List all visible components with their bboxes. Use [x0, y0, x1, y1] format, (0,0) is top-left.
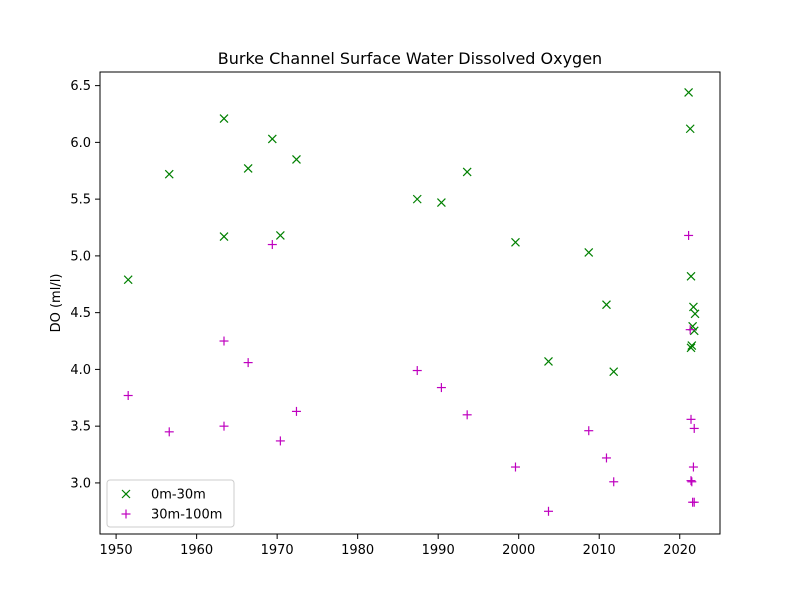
data-point	[543, 506, 553, 516]
data-point	[689, 302, 698, 312]
y-tick-label: 3.0	[70, 476, 91, 491]
data-point	[690, 309, 700, 319]
data-point	[685, 124, 695, 134]
legend-label: 30m-100m	[151, 508, 222, 523]
data-point	[510, 462, 520, 472]
data-point	[164, 169, 174, 179]
data-point	[123, 275, 133, 285]
data-point	[243, 164, 253, 173]
y-tick-label: 4.5	[70, 306, 91, 321]
x-tick-label: 1970	[261, 543, 294, 558]
plot-frame	[99, 71, 721, 535]
data-point	[291, 406, 301, 416]
data-point	[412, 366, 422, 376]
x-tick-label: 2010	[583, 543, 616, 558]
data-point	[436, 198, 446, 207]
legend-marker	[121, 509, 131, 519]
data-point	[686, 343, 696, 353]
data-point	[267, 240, 277, 250]
data-point	[584, 426, 594, 436]
chart-title: Burke Channel Surface Water Dissolved Ox…	[218, 49, 602, 68]
x-axis: 1950 1960 1970 1980 1990 2000 2010 2020	[100, 534, 696, 558]
data-point	[267, 134, 277, 144]
legend: 0m-30m 30m-100m	[106, 479, 235, 528]
data-point	[511, 237, 520, 247]
data-point	[436, 383, 446, 393]
data-point	[687, 341, 697, 350]
data-point	[243, 358, 253, 368]
x-tick-label: 2020	[663, 543, 696, 558]
data-point	[685, 325, 695, 335]
data-point	[689, 326, 699, 336]
data-point	[602, 300, 611, 310]
x-tick-label: 2000	[502, 543, 535, 558]
series-layer	[123, 88, 700, 516]
data-point	[219, 114, 229, 123]
data-point	[687, 477, 697, 487]
y-axis: 3.0 3.5 4.0 4.5 5.0 5.5 6.0 6.5	[70, 79, 100, 491]
data-point	[292, 154, 301, 164]
data-point	[609, 367, 619, 377]
x-tick-label: 1990	[422, 543, 455, 558]
data-point	[412, 194, 422, 204]
y-tick-label: 5.0	[70, 249, 91, 264]
data-point	[686, 414, 696, 424]
y-tick-label: 6.5	[70, 79, 91, 94]
data-point	[219, 421, 229, 431]
x-tick-label: 1960	[180, 543, 213, 558]
data-point	[688, 462, 698, 472]
data-point	[164, 427, 174, 437]
data-point	[275, 436, 285, 446]
data-point	[601, 453, 611, 463]
series-deep	[123, 230, 699, 516]
y-tick-label: 5.5	[70, 193, 91, 208]
data-point	[684, 230, 694, 240]
plot-area	[99, 71, 721, 535]
y-axis-label: DO (ml/l)	[49, 274, 64, 333]
data-point	[544, 357, 553, 366]
data-point	[584, 248, 594, 257]
y-tick-label: 6.0	[70, 136, 91, 151]
y-tick-label: 3.5	[70, 420, 91, 435]
data-point	[686, 271, 696, 281]
series-shallow	[123, 88, 700, 377]
legend-label: 0m-30m	[151, 488, 206, 503]
y-tick-label: 4.0	[70, 363, 91, 378]
data-point	[275, 231, 285, 240]
legend-marker	[121, 489, 131, 499]
data-point	[219, 336, 229, 346]
data-point	[686, 476, 696, 486]
legend-box	[106, 479, 235, 528]
data-point	[462, 167, 472, 177]
data-point	[462, 410, 472, 420]
x-tick-label: 1950	[100, 543, 133, 558]
x-tick-label: 1980	[341, 543, 374, 558]
data-point	[689, 423, 699, 433]
data-point	[684, 88, 694, 97]
data-point	[689, 497, 699, 507]
data-point	[609, 477, 619, 487]
data-point	[123, 391, 133, 401]
data-point	[219, 232, 229, 242]
